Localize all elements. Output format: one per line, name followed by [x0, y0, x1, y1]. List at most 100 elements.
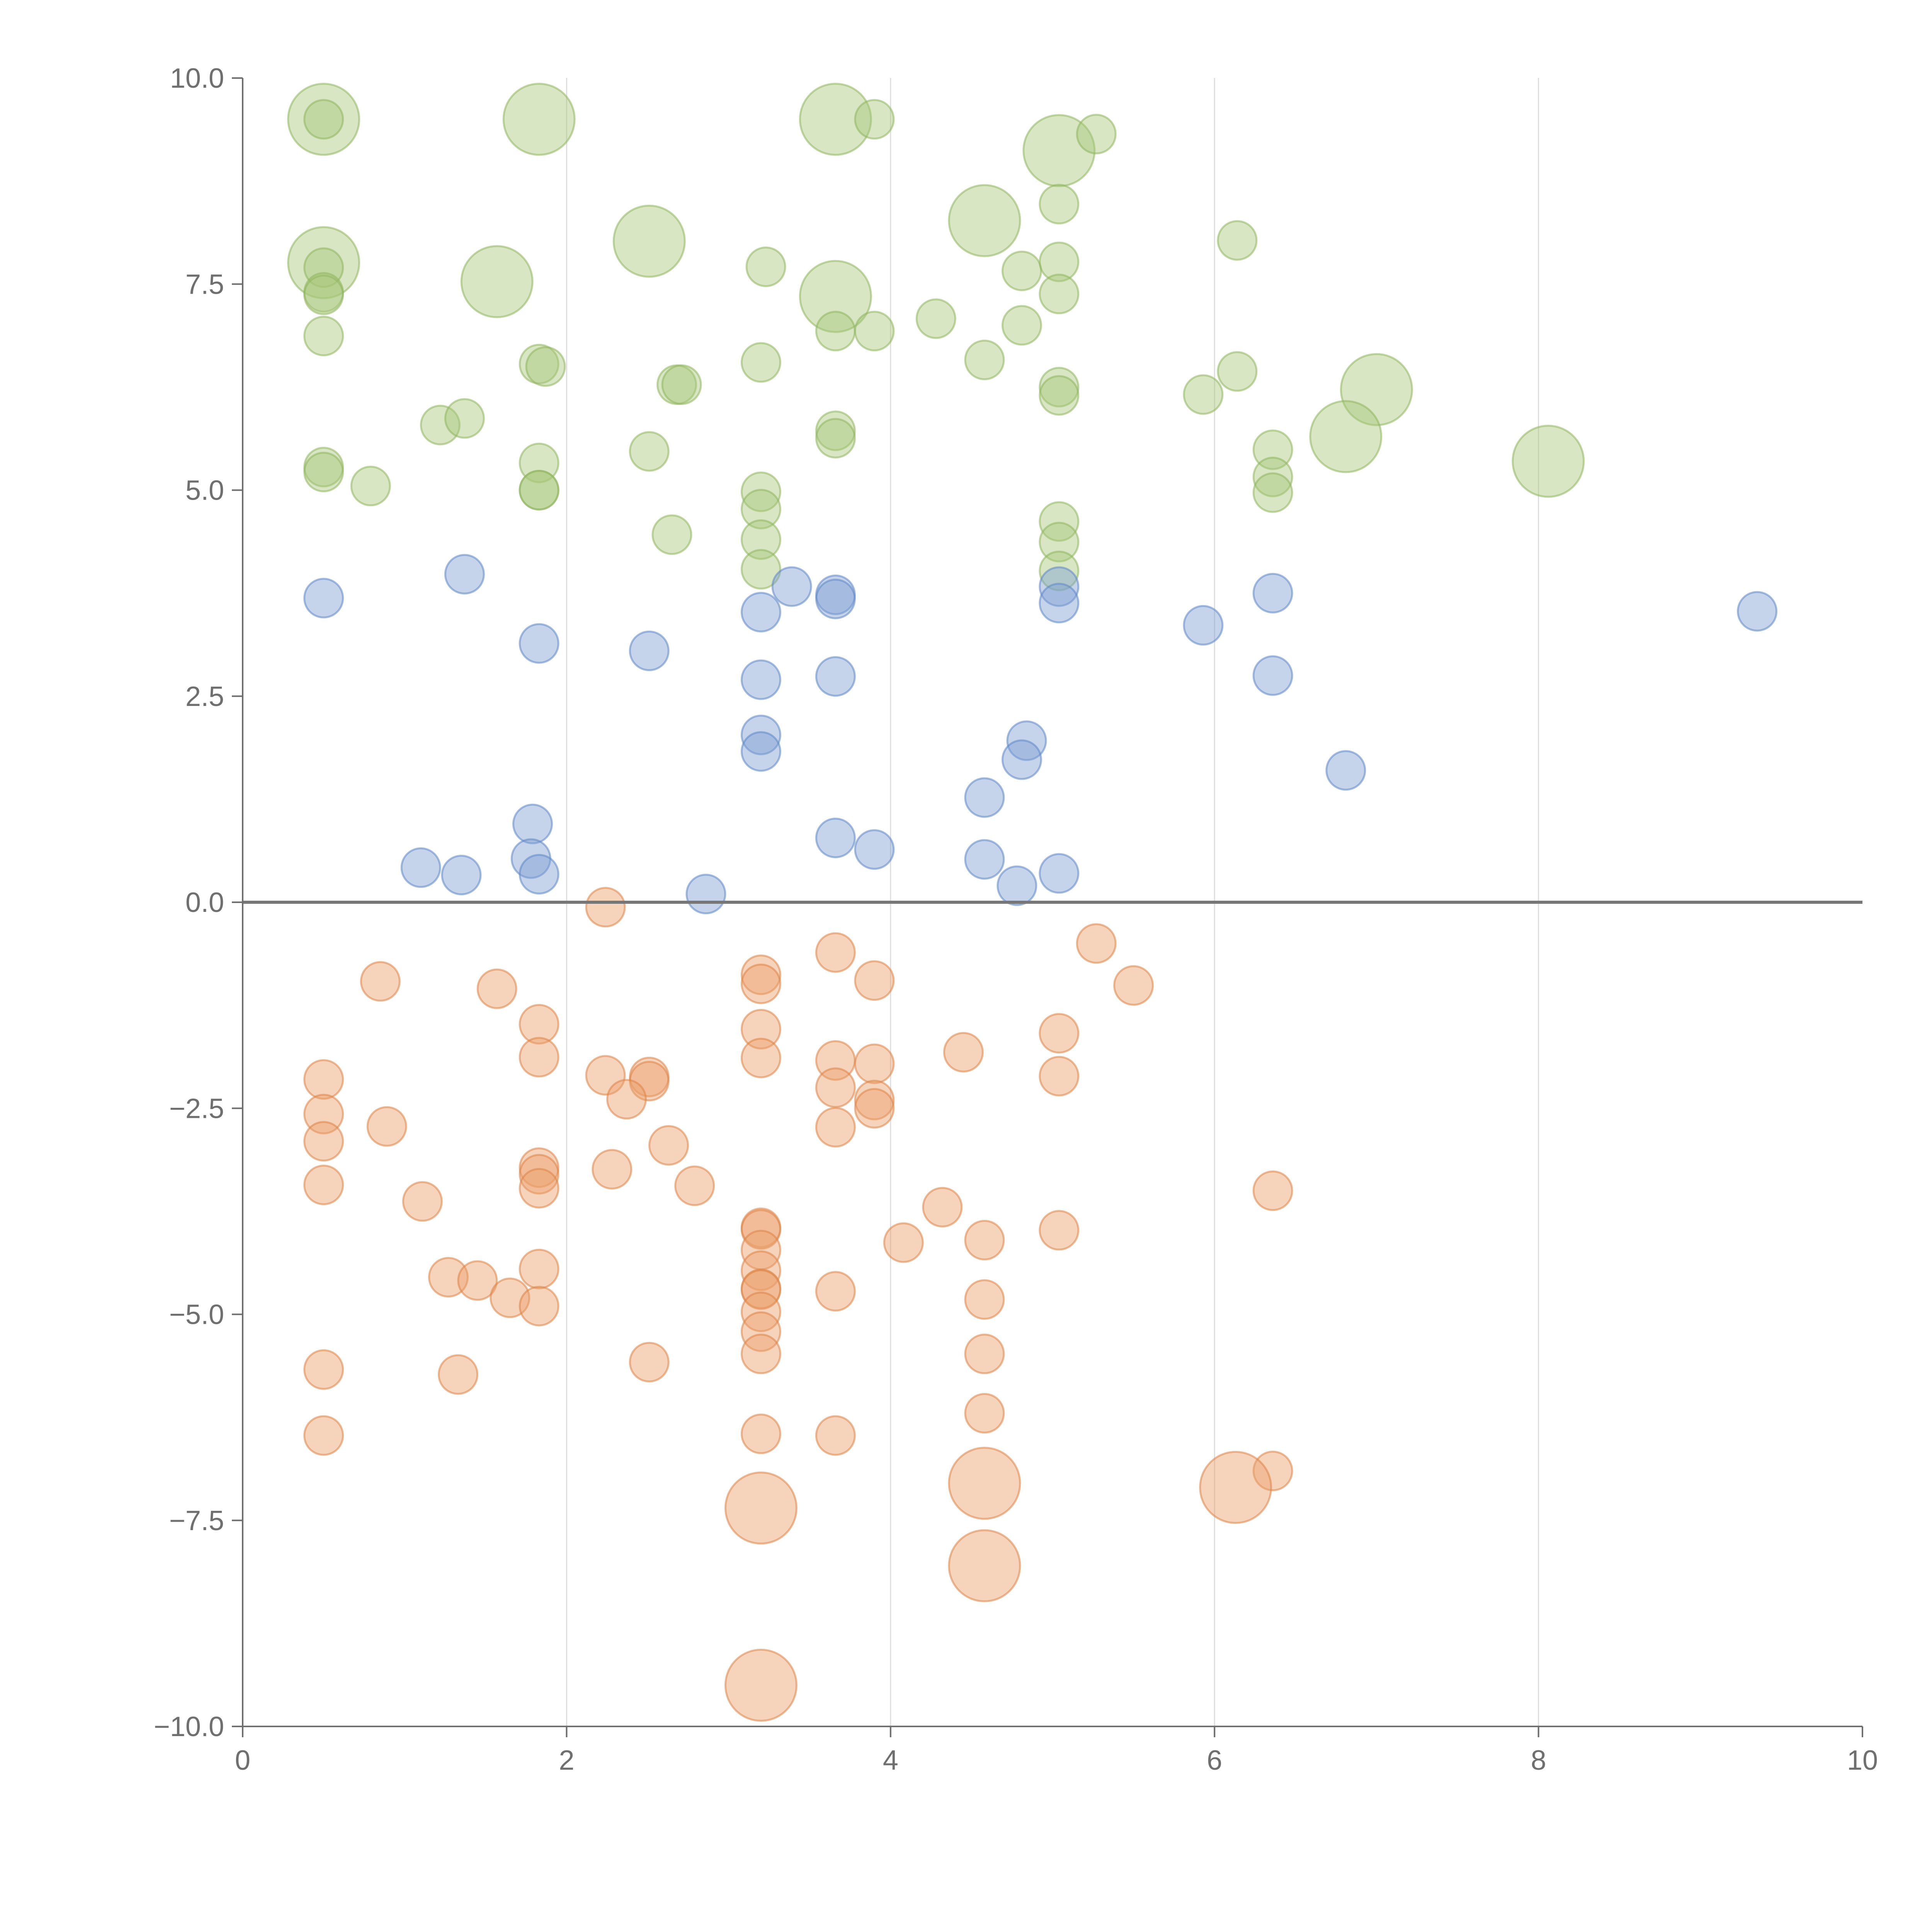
bubble-blue-5: [1039, 566, 1080, 607]
bubble-blue-16: [740, 714, 781, 755]
bubble-blue-15: [1252, 655, 1293, 696]
bubble-blue-6: [1039, 583, 1080, 624]
bubble-orange-39: [922, 1187, 963, 1228]
bubble-blue-19: [1001, 739, 1042, 780]
bubble-green-11: [287, 226, 361, 299]
bubble-green-6: [1076, 114, 1117, 155]
bubble-green-15: [799, 260, 872, 333]
bubble-orange-55: [519, 1286, 560, 1327]
bubble-green-40: [815, 418, 856, 459]
bubble-blue-13: [740, 659, 781, 700]
bubble-green-27: [740, 342, 781, 383]
bubble-green-34: [1039, 375, 1080, 416]
bubble-blue-8: [740, 592, 781, 633]
bubble-orange-16: [854, 1043, 895, 1084]
bubble-green-10: [1217, 220, 1258, 261]
bubble-orange-5: [360, 961, 401, 1002]
bubble-orange-43: [964, 1220, 1005, 1260]
bubble-orange-68: [948, 1447, 1021, 1520]
bubble-green-25: [303, 316, 344, 357]
bubble-orange-54: [964, 1279, 1005, 1320]
bubble-orange-14: [740, 1037, 781, 1078]
bubble-orange-58: [740, 1333, 781, 1374]
bubble-blue-17: [740, 731, 781, 772]
bubble-blue-7: [1252, 573, 1293, 614]
x-tick-label: 8: [1531, 1745, 1546, 1776]
bubble-blue-32: [685, 874, 726, 915]
bubble-orange-63: [964, 1393, 1005, 1434]
bubble-blue-31: [997, 865, 1037, 906]
bubble-orange-65: [303, 1415, 344, 1456]
bubble-blue-30: [1039, 853, 1080, 894]
bubble-orange-0: [585, 887, 626, 928]
bubble-orange-66: [815, 1415, 856, 1456]
bubble-green-57: [740, 519, 781, 560]
bubble-green-45: [1512, 425, 1585, 498]
bubble-orange-28: [815, 1107, 856, 1148]
bubble-green-54: [740, 489, 781, 530]
bubble-green-49: [350, 466, 391, 507]
bubble-green-14: [745, 247, 786, 287]
bubble-blue-29: [519, 854, 560, 895]
bubble-green-17: [1039, 242, 1080, 282]
bubble-orange-17: [585, 1055, 626, 1096]
bubble-blue-24: [854, 829, 895, 870]
bubble-green-9: [612, 204, 686, 278]
bubble-green-52: [740, 471, 781, 512]
bubble-green-16: [1001, 250, 1042, 291]
bubble-orange-49: [457, 1260, 498, 1301]
bubble-orange-11: [1039, 1013, 1080, 1054]
bubble-blue-9: [1737, 591, 1777, 632]
y-tick-label: 2.5: [185, 681, 224, 712]
bubble-green-36: [1183, 374, 1224, 415]
bubble-orange-23: [606, 1079, 647, 1120]
bubble-orange-33: [592, 1149, 633, 1190]
bubble-blue-22: [512, 803, 553, 844]
bubble-orange-37: [1252, 1170, 1293, 1211]
bubble-green-58: [1039, 522, 1080, 563]
bubble-green-3: [799, 83, 872, 156]
bubble-blue-4: [815, 578, 856, 619]
bubble-orange-7: [476, 968, 517, 1009]
bubble-blue-11: [519, 623, 560, 664]
bubble-orange-64: [740, 1413, 781, 1454]
series-blue: [303, 554, 1777, 915]
bubble-orange-34: [519, 1168, 560, 1209]
bubble-blue-10: [1183, 605, 1224, 646]
bubble-orange-9: [519, 1004, 560, 1045]
bubble-green-56: [651, 514, 692, 555]
bubble-orange-69: [1199, 1451, 1272, 1524]
bubble-orange-60: [629, 1342, 670, 1383]
bubble-green-26: [964, 340, 1005, 380]
bubble-blue-27: [400, 847, 441, 888]
bubble-orange-35: [303, 1165, 344, 1206]
bubble-orange-1: [1076, 923, 1117, 964]
bubble-green-60: [1039, 551, 1080, 591]
x-tick-label: 2: [559, 1745, 574, 1776]
bubbles: [287, 83, 1777, 1722]
bubble-orange-48: [428, 1257, 469, 1298]
bubble-orange-29: [303, 1121, 344, 1162]
bubble-orange-36: [674, 1165, 715, 1206]
bubble-orange-62: [438, 1354, 478, 1395]
bubble-blue-23: [815, 818, 856, 859]
bubble-green-32: [661, 364, 702, 405]
bubble-green-38: [444, 398, 485, 439]
bubble-green-35: [1340, 353, 1413, 426]
bubble-green-22: [1001, 305, 1042, 346]
bubble-blue-0: [303, 578, 344, 619]
x-tick-label: 10: [1847, 1745, 1878, 1776]
bubble-green-0: [287, 83, 361, 156]
bubble-green-41: [1309, 400, 1383, 473]
bubble-green-33: [1039, 367, 1080, 408]
bubble-green-13: [460, 245, 534, 318]
bubble-green-55: [1039, 501, 1080, 542]
x-tick-label: 4: [883, 1745, 898, 1776]
bubble-blue-12: [629, 630, 670, 671]
bubble-orange-2: [815, 932, 856, 973]
bubble-green-24: [854, 311, 895, 352]
bubble-green-47: [303, 452, 344, 493]
bubble-green-2: [502, 83, 576, 156]
